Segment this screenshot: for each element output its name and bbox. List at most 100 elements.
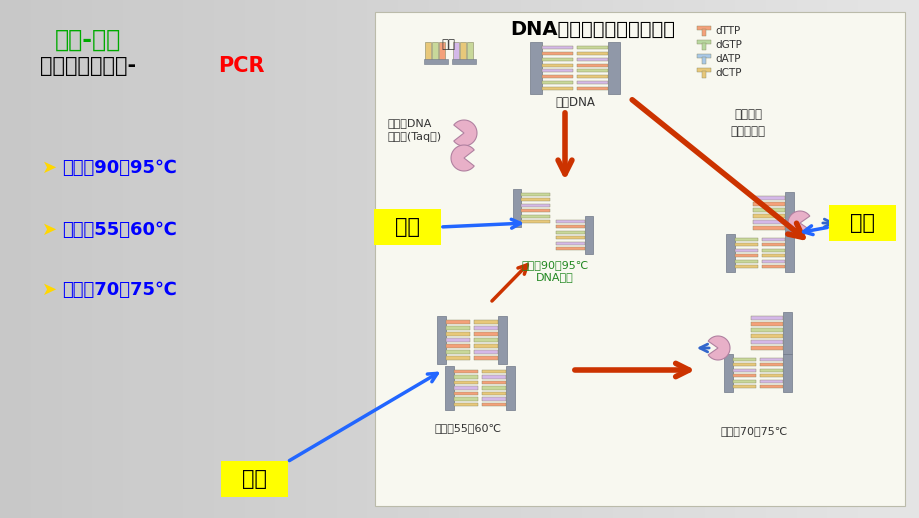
Bar <box>734 243 757 247</box>
Bar <box>446 320 470 324</box>
Bar <box>752 220 784 224</box>
Text: （一）基础知识-: （一）基础知识- <box>40 56 136 76</box>
Bar <box>424 59 448 64</box>
Bar <box>761 249 784 252</box>
Bar <box>556 242 584 244</box>
Bar <box>576 87 607 90</box>
Text: 每一循环
拷贝数加倍: 每一循环 拷贝数加倍 <box>730 108 765 138</box>
Text: 加热至70～75℃: 加热至70～75℃ <box>720 426 787 436</box>
Bar <box>556 231 584 234</box>
Text: 热稳定DNA
聚合酶(Taq酶): 热稳定DNA 聚合酶(Taq酶) <box>388 118 442 142</box>
Bar <box>697 54 710 58</box>
Text: dTTP: dTTP <box>714 26 740 36</box>
Bar <box>481 392 505 395</box>
Bar <box>446 350 470 354</box>
Text: 引物: 引物 <box>440 38 455 51</box>
Bar <box>752 214 784 218</box>
Bar <box>473 350 497 354</box>
Bar <box>481 403 505 406</box>
Text: 复性：55～60℃: 复性：55～60℃ <box>62 221 176 239</box>
Bar <box>541 64 573 67</box>
Bar <box>732 380 755 383</box>
Bar <box>734 265 757 268</box>
Bar <box>520 198 549 202</box>
Bar <box>454 397 478 400</box>
Bar <box>452 42 459 60</box>
Bar <box>750 347 782 350</box>
Bar <box>520 209 549 212</box>
Text: 模板DNA: 模板DNA <box>554 96 595 109</box>
Bar <box>556 225 584 228</box>
Bar <box>732 385 755 388</box>
Bar <box>752 226 784 229</box>
Bar <box>473 333 497 336</box>
Bar <box>701 57 705 64</box>
Bar <box>513 189 520 227</box>
Bar <box>734 238 757 241</box>
Bar <box>750 334 782 338</box>
Bar <box>520 204 549 207</box>
Bar <box>752 203 784 206</box>
Text: ➤: ➤ <box>42 221 57 239</box>
Bar <box>541 75 573 78</box>
Bar <box>460 42 466 60</box>
Bar <box>481 397 505 400</box>
Bar <box>759 358 782 361</box>
Bar <box>732 363 755 366</box>
Bar <box>473 356 497 359</box>
Bar <box>759 385 782 388</box>
Bar <box>541 81 573 84</box>
Bar <box>750 340 782 343</box>
Bar <box>454 381 478 384</box>
Bar <box>473 326 497 329</box>
Bar <box>481 381 505 384</box>
Bar <box>556 236 584 239</box>
Text: 变性: 变性 <box>395 217 420 237</box>
Bar <box>541 52 573 55</box>
Bar <box>541 69 573 73</box>
Bar <box>723 354 732 392</box>
Bar <box>701 29 705 36</box>
Bar <box>725 234 734 272</box>
Text: dGTP: dGTP <box>714 40 741 50</box>
Bar <box>759 363 782 366</box>
Bar <box>752 208 784 212</box>
Bar <box>732 369 755 372</box>
Bar <box>481 386 505 390</box>
Bar <box>454 386 478 390</box>
Bar <box>761 238 784 241</box>
Bar <box>750 316 782 320</box>
Bar <box>454 392 478 395</box>
Bar <box>454 376 478 379</box>
Bar <box>481 376 505 379</box>
Bar <box>782 354 791 392</box>
Polygon shape <box>450 145 473 171</box>
Bar <box>734 260 757 263</box>
Bar <box>375 12 904 506</box>
FancyBboxPatch shape <box>374 209 440 245</box>
Bar <box>732 358 755 361</box>
Bar <box>701 43 705 50</box>
Bar <box>505 366 515 410</box>
Bar <box>497 316 506 364</box>
Bar <box>701 71 705 78</box>
Bar <box>445 366 454 410</box>
Bar <box>734 254 757 257</box>
Bar <box>607 42 619 94</box>
Bar <box>761 265 784 268</box>
Bar <box>761 243 784 247</box>
Text: ➤: ➤ <box>42 281 57 299</box>
Bar <box>529 42 541 94</box>
Bar <box>784 192 793 234</box>
Text: 探究-实践: 探究-实践 <box>55 28 121 52</box>
Bar <box>761 260 784 263</box>
Bar <box>759 374 782 377</box>
Bar <box>446 333 470 336</box>
Bar <box>541 87 573 90</box>
FancyBboxPatch shape <box>221 461 288 497</box>
Bar <box>576 57 607 61</box>
Bar <box>750 328 782 332</box>
Bar <box>576 81 607 84</box>
Text: 延伸: 延伸 <box>849 213 875 233</box>
Text: PCR: PCR <box>218 56 265 76</box>
